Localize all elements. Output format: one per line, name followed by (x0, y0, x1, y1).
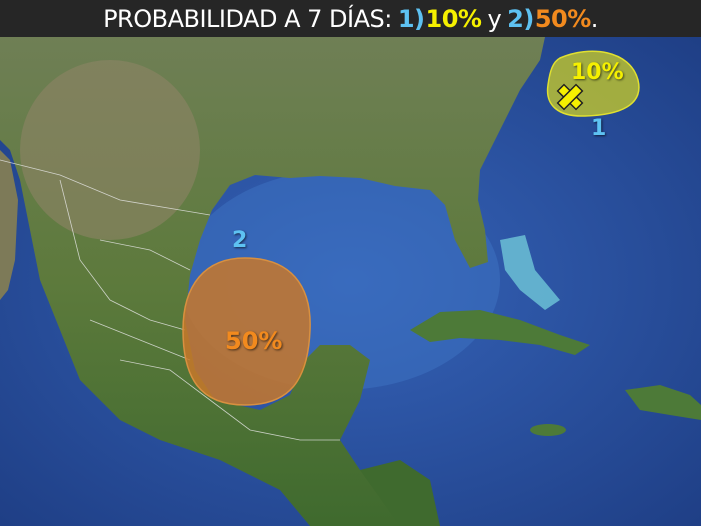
area-1-probability-label: 10% (571, 60, 624, 85)
desert-region (20, 60, 200, 240)
hispaniola (625, 385, 701, 420)
area-1-number-label: 1 (591, 116, 607, 141)
area1-probability: 10% (425, 4, 482, 33)
area-2-probability-label: 50% (225, 327, 283, 355)
x-icon (556, 83, 584, 111)
satellite-map (0, 37, 701, 526)
cuba (410, 310, 590, 355)
title-bar: PROBABILIDAD A 7 DÍAS: 1) 10% y 2) 50%. (0, 0, 701, 37)
baja-california (0, 150, 18, 300)
period: . (590, 4, 599, 33)
area2-probability: 50% (534, 4, 591, 33)
title-text: PROBABILIDAD A 7 DÍAS: (103, 4, 392, 33)
conjunction: y (487, 4, 502, 33)
jamaica (530, 424, 566, 436)
bahamas-shallows (500, 235, 560, 310)
central-america (360, 460, 440, 526)
area-2-number-label: 2 (232, 228, 248, 253)
area2-number: 2) (507, 4, 534, 33)
area-2-outlook (182, 257, 311, 406)
area1-number: 1) (397, 4, 425, 33)
state-borders (0, 159, 340, 441)
